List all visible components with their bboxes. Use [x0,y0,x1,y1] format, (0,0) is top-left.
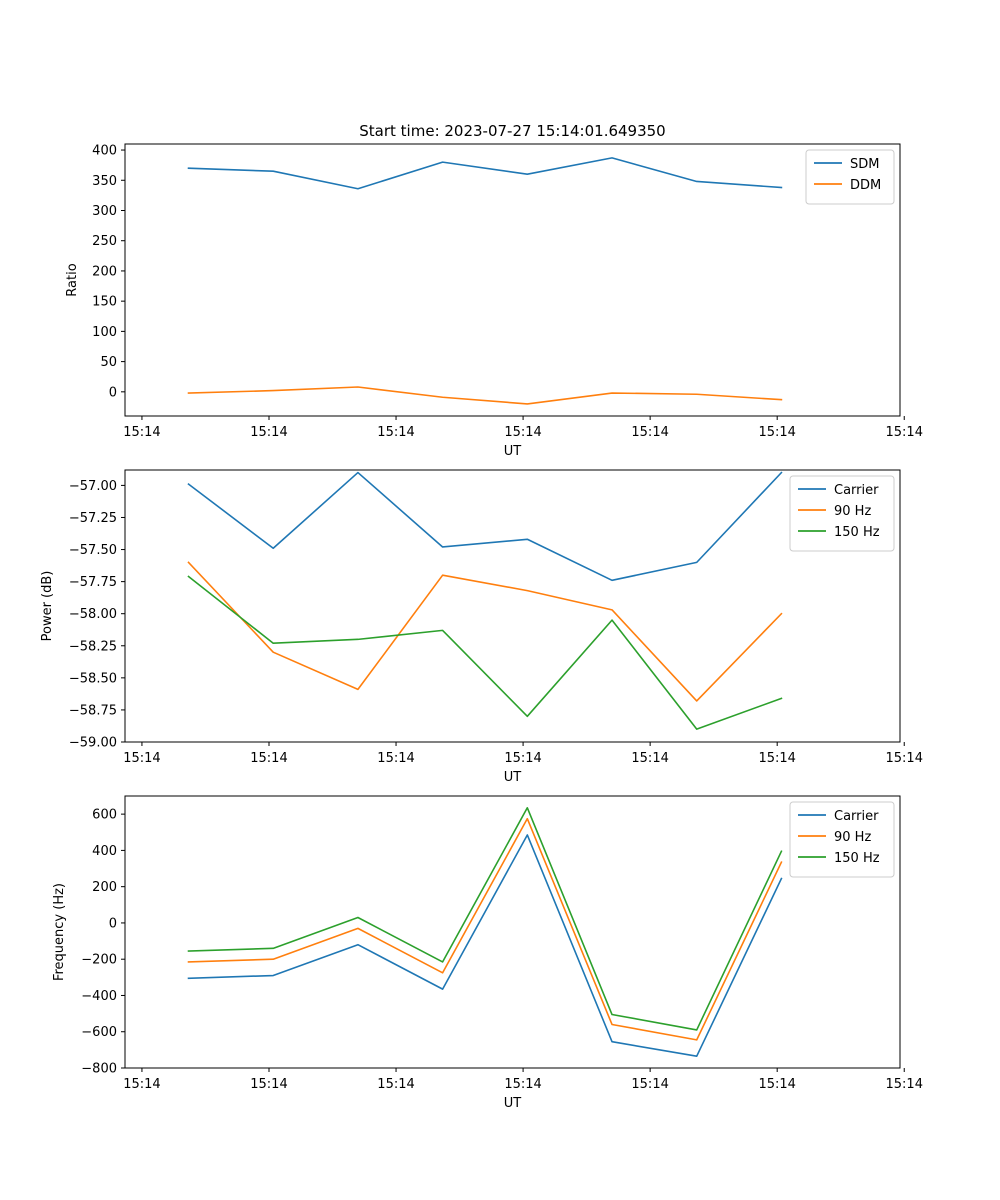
y-tick-label: 200 [92,264,117,279]
x-tick-label: 15:14 [377,1077,414,1092]
y-tick-label: 600 [92,808,117,823]
legend: Carrier 90 Hz 150 Hz [789,801,895,878]
legend-label: 90 Hz [834,830,871,845]
y-tick-label: 400 [92,144,117,159]
axes-frame [124,143,901,417]
y-tick-label: −58.50 [69,671,117,686]
x-tick-label: 15:14 [123,751,160,766]
x-tick-label: 15:14 [886,425,923,440]
x-tick-label: 15:14 [758,425,795,440]
y-tick-label: 0 [109,916,117,931]
legend-label: Carrier [834,809,879,824]
y-tick-label: −57.75 [69,575,117,590]
chart-panel-3: 15:14 15:14 15:14 15:14 15:14 15:14 15:14 600 40… [52,795,923,1111]
axes-frame [124,795,901,1069]
series-line-carrier [187,471,783,582]
x-axis-label: UT [504,770,522,785]
x-tick-label: 15:14 [250,425,287,440]
y-axis-label: Ratio [65,263,80,296]
y-axis-label: Power (dB) [40,571,55,642]
y-tick-label: 150 [92,295,117,310]
axes-frame [124,469,901,743]
y-tick-label: −58.25 [69,639,117,654]
series-line-150-hz [187,575,783,730]
x-tick-label: 15:14 [758,1077,795,1092]
y-tick-label: 0 [109,385,117,400]
legend: Carrier 90 Hz 150 Hz [789,475,895,552]
y-tick-label: 50 [100,355,117,370]
legend-box [789,475,895,552]
chart-panel-2: 15:14 15:14 15:14 15:14 15:14 15:14 15:14 −57.0… [40,469,923,785]
y-tick-label: −58.75 [69,703,117,718]
series-line-90-hz [187,561,783,702]
legend-label: 90 Hz [834,504,871,519]
y-tick-label: −58.00 [69,607,117,622]
x-tick-label: 15:14 [631,425,668,440]
x-tick-label: 15:14 [250,751,287,766]
chart-panel-1: 15:14 15:14 15:14 15:14 15:14 15:14 15:14 0 50 10… [65,143,923,459]
y-tick-label: −400 [81,989,117,1004]
series-line-150-hz [187,806,783,1031]
y-tick-label: 300 [92,204,117,219]
x-tick-label: 15:14 [886,1077,923,1092]
y-tick-label: −800 [81,1062,117,1077]
x-tick-label: 15:14 [504,751,541,766]
x-tick-label: 15:14 [504,1077,541,1092]
x-axis-label: UT [504,444,522,459]
y-axis-label: Frequency (Hz) [52,883,67,981]
x-axis-label: UT [504,1096,522,1111]
legend-label: Carrier [834,483,879,498]
y-tick-label: 350 [92,174,117,189]
legend-label: DDM [850,178,881,193]
y-tick-label: 200 [92,880,117,895]
x-tick-label: 15:14 [631,1077,668,1092]
chart-panels: 15:14 15:14 15:14 15:14 15:14 15:14 15:14 0 50 10… [40,143,923,1111]
y-tick-label: −200 [81,953,117,968]
legend-label: SDM [850,157,879,172]
series-line-sdm [187,157,783,190]
x-tick-label: 15:14 [377,751,414,766]
x-tick-label: 15:14 [886,751,923,766]
x-tick-label: 15:14 [758,751,795,766]
y-tick-label: −600 [81,1025,117,1040]
y-tick-label: −57.50 [69,543,117,558]
legend-label: 150 Hz [834,851,880,866]
y-tick-label: 100 [92,325,117,340]
x-tick-label: 15:14 [123,1077,160,1092]
y-tick-label: −59.00 [69,736,117,751]
x-tick-label: 15:14 [123,425,160,440]
y-tick-label: −57.25 [69,511,117,526]
legend-box [789,801,895,878]
legend-label: 150 Hz [834,525,880,540]
figure-title: Start time: 2023-07-27 15:14:01.649350 [359,122,665,140]
legend: SDM DDM [805,149,895,205]
y-tick-label: 400 [92,844,117,859]
x-tick-label: 15:14 [504,425,541,440]
x-tick-label: 15:14 [377,425,414,440]
series-line-90-hz [187,817,783,1041]
x-tick-label: 15:14 [250,1077,287,1092]
x-tick-label: 15:14 [631,751,668,766]
y-tick-label: −57.00 [69,479,117,494]
series-line-ddm [187,386,783,405]
series-line-carrier [187,834,783,1058]
y-tick-label: 250 [92,234,117,249]
